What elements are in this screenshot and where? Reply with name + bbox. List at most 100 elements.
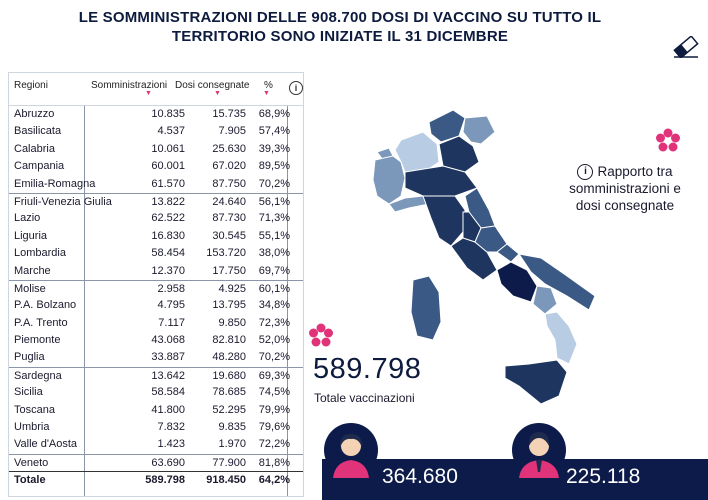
sort-somministrazioni-icon[interactable]: ▼ — [145, 90, 152, 97]
cell-pct: 69,3% — [258, 369, 290, 382]
table-row[interactable]: Sicilia 58.584 78.685 74,5% — [9, 384, 303, 401]
cell-region: Marche — [14, 264, 51, 277]
cell-pct: 72,3% — [258, 316, 290, 329]
sort-percent-icon[interactable]: ▼ — [263, 90, 270, 97]
col-header-somministrazioni[interactable]: Somministrazioni — [91, 80, 168, 91]
cell-somm: 1.423 — [157, 438, 185, 451]
table-body: Abruzzo 10.835 15.735 68,9% Basilicata 4.537 7… — [9, 106, 303, 489]
cell-pct: 72,2% — [258, 438, 290, 451]
region-sardegna — [410, 275, 442, 341]
table-row[interactable]: Umbria 7.832 9.835 79,6% — [9, 419, 303, 436]
table-row[interactable]: Calabria 10.061 25.630 39,3% — [9, 141, 303, 158]
info-icon[interactable]: i — [577, 164, 594, 181]
eraser-icon[interactable] — [672, 36, 700, 58]
cell-somm: 58.584 — [151, 386, 185, 399]
cell-region: Lombardia — [14, 247, 66, 260]
col-header-dosi-consegnate[interactable]: Dosi consegnate — [175, 80, 250, 91]
col-header-regioni[interactable]: Regioni — [14, 80, 48, 91]
cell-dosi: 13.795 — [212, 299, 246, 312]
cell-pct: 69,7% — [258, 264, 290, 277]
cell-dosi: 15.735 — [212, 108, 246, 120]
cell-region: Toscana — [14, 403, 55, 416]
cell-somm: 16.830 — [151, 229, 185, 242]
cell-dosi: 52.295 — [212, 403, 246, 416]
cell-somm: 7.832 — [157, 421, 185, 434]
sort-dosi-icon[interactable]: ▼ — [214, 90, 221, 97]
cell-pct: 68,9% — [258, 108, 290, 120]
region-emilia-romagna — [404, 165, 478, 197]
cell-somm: 60.001 — [151, 160, 185, 173]
table-row[interactable]: Lazio 62.522 87.730 71,3% — [9, 210, 303, 227]
cell-dosi: 9.835 — [218, 421, 246, 434]
cell-dosi: 24.640 — [212, 195, 246, 208]
cell-pct: 89,5% — [258, 160, 290, 173]
total-vaccinations-value: 589.798 — [313, 353, 422, 385]
table-row[interactable]: P.A. Trento 7.117 9.850 72,3% — [9, 315, 303, 332]
cell-region: Piemonte — [14, 334, 61, 347]
table-row[interactable]: Puglia 33.887 48.280 70,2% — [9, 349, 303, 366]
cell-somm: 2.958 — [157, 282, 185, 295]
cell-pct: 55,1% — [258, 229, 290, 242]
table-row[interactable]: Marche 12.370 17.750 69,7% — [9, 263, 303, 280]
male-vaccinations-value: 225.118 — [566, 465, 641, 488]
info-icon[interactable]: i — [289, 81, 303, 95]
cell-dosi: 77.900 — [212, 456, 246, 469]
total-dosi: 918.450 — [206, 474, 246, 487]
title-line-2: TERRITORIO SONO INIZIATE IL 31 DICEMBRE — [171, 28, 509, 45]
region-piemonte — [372, 155, 406, 205]
table-row[interactable]: Liguria 16.830 30.545 55,1% — [9, 228, 303, 245]
cell-region: Campania — [14, 160, 65, 173]
table-row[interactable]: Lombardia 58.454 153.720 38,0% — [9, 245, 303, 262]
region-lazio — [450, 237, 498, 281]
table-row[interactable]: Valle d'Aosta 1.423 1.970 72,2% — [9, 436, 303, 453]
cell-somm: 41.800 — [151, 403, 185, 416]
cell-dosi: 67.020 — [212, 160, 246, 173]
cell-somm: 62.522 — [151, 212, 185, 225]
cell-pct: 57,4% — [258, 125, 290, 138]
table-row[interactable]: Basilicata 4.537 7.905 57,4% — [9, 123, 303, 140]
table-row[interactable]: Sardegna 13.642 19.680 69,3% — [9, 366, 303, 384]
cell-dosi: 82.810 — [212, 334, 246, 347]
cell-pct: 39,3% — [258, 142, 290, 155]
cell-region: Valle d'Aosta — [14, 438, 78, 451]
cell-dosi: 9.850 — [218, 316, 246, 329]
cell-dosi: 30.545 — [212, 229, 246, 242]
cell-pct: 70,2% — [258, 351, 290, 364]
table-row[interactable]: Molise 2.958 4.925 60,1% — [9, 279, 303, 297]
column-divider — [84, 106, 85, 496]
cell-pct: 70,2% — [258, 177, 290, 190]
region-puglia — [517, 253, 595, 311]
legend-text: Rapporto tra somministrazioni e dosi con… — [569, 164, 681, 214]
map-legend-note: i Rapporto tra somministrazioni e dosi co… — [560, 163, 690, 214]
cell-somm: 33.887 — [151, 351, 185, 364]
table-row[interactable]: P.A. Bolzano 4.795 13.795 34,8% — [9, 297, 303, 314]
table-row[interactable]: Piemonte 43.068 82.810 52,0% — [9, 332, 303, 349]
total-pct: 64,2% — [258, 474, 290, 487]
cell-region: Umbria — [14, 421, 50, 434]
cell-region: Emilia-Romagna — [14, 177, 96, 190]
total-vaccinations-label: Totale vaccinazioni — [314, 391, 415, 405]
table-row[interactable]: Abruzzo 10.835 15.735 68,9% — [9, 106, 303, 123]
female-avatar-icon — [324, 423, 378, 478]
cell-somm: 13.642 — [151, 369, 185, 382]
cell-pct: 81,8% — [258, 456, 290, 469]
cell-dosi: 1.970 — [218, 438, 246, 451]
cell-region: Abruzzo — [14, 108, 55, 120]
region-friuli — [462, 115, 496, 145]
cell-somm: 10.835 — [151, 108, 185, 120]
cell-somm: 4.537 — [157, 125, 185, 138]
cell-dosi: 48.280 — [212, 351, 246, 364]
cell-pct: 34,8% — [258, 299, 290, 312]
table-row[interactable]: Emilia-Romagna 61.570 87.750 70,2% — [9, 176, 303, 193]
cell-region: Calabria — [14, 142, 55, 155]
regions-table: Regioni Somministrazioni ▼ Dosi consegna… — [8, 72, 304, 497]
table-row[interactable]: Veneto 63.690 77.900 81,8% — [9, 453, 303, 471]
table-row[interactable]: Toscana 41.800 52.295 79,9% — [9, 402, 303, 419]
cell-region: Lazio — [14, 212, 41, 225]
table-row[interactable]: Friuli-Venezia Giulia 13.822 24.640 56,1% — [9, 192, 303, 210]
cell-region: Sardegna — [14, 369, 62, 382]
table-row[interactable]: Campania 60.001 67.020 89,5% — [9, 158, 303, 175]
total-region: Totale — [14, 474, 46, 487]
col-header-percent[interactable]: % — [264, 80, 273, 91]
table-header: Regioni Somministrazioni ▼ Dosi consegna… — [9, 73, 303, 106]
